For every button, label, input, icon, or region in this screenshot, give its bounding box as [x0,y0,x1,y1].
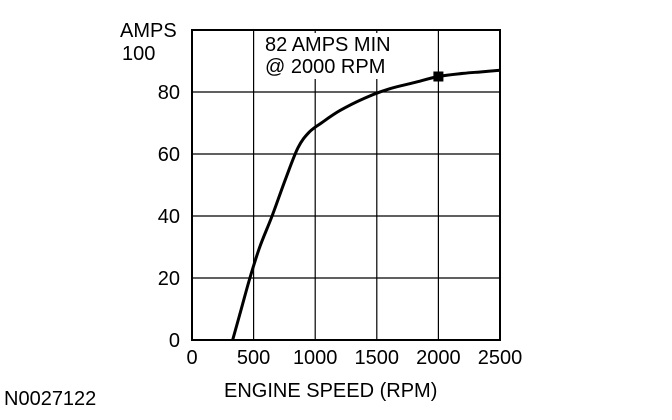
x-tick-label-2500: 2500 [478,347,523,369]
x-axis-title: ENGINE SPEED (RPM) [224,380,437,402]
series-layer [231,68,501,341]
x-tick-label-1000: 1000 [293,347,338,369]
x-tick-label-500: 500 [237,347,270,369]
grid-layer [191,29,501,341]
x-tick-label-0: 0 [186,347,197,369]
y-tick-label-60: 60 [158,144,180,166]
x-tick-label-2000: 2000 [416,347,461,369]
y-tick-label-80: 80 [158,82,180,104]
y-tick-label-0: 0 [169,330,180,352]
y-axis-unit-label: AMPS [120,20,177,42]
y-axis-top-value-label: 100 [122,43,155,65]
annotation-line-1: 82 AMPS MIN [265,34,391,56]
plot-frame [191,29,501,341]
figure-id-label: N0027122 [4,388,96,410]
annotation-background [258,33,408,79]
annotation-line-2: @ 2000 RPM [265,56,385,78]
labels-layer: AMPS 100 ENGINE SPEED (RPM) N0027122 82 … [4,20,522,410]
min-amps-marker [433,71,444,82]
output-curve-line [231,68,501,341]
y-tick-label-40: 40 [158,206,180,228]
y-tick-label-20: 20 [158,268,180,290]
x-tick-label-1500: 1500 [355,347,400,369]
